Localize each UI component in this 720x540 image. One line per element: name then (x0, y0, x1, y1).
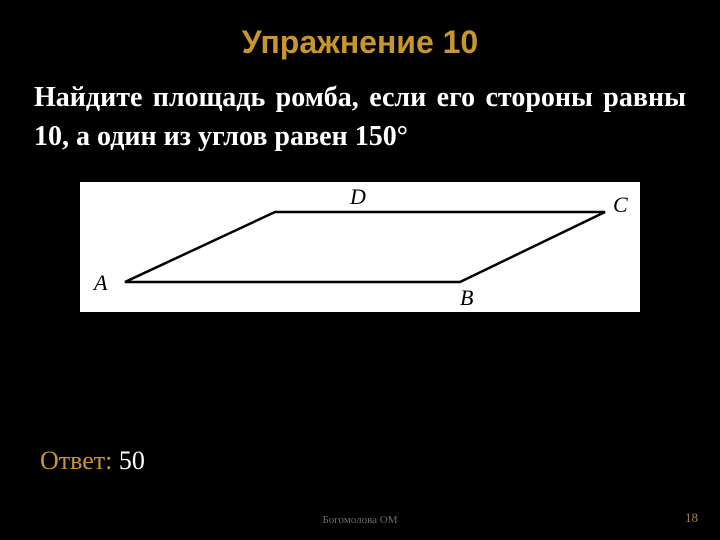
answer-label: Ответ: (40, 446, 112, 475)
svg-text:A: A (92, 270, 108, 295)
figure-container: A B C D (30, 182, 690, 312)
svg-text:C: C (613, 192, 628, 217)
svg-text:B: B (460, 285, 473, 310)
answer: Ответ: 50 (40, 446, 145, 476)
svg-text:D: D (349, 184, 366, 209)
page-number: 18 (685, 510, 698, 526)
slide: Упражнение 10 Найдите площадь ромба, есл… (0, 0, 720, 540)
author-credit: Богомолова ОМ (0, 514, 720, 526)
rhombus-diagram: A B C D (80, 182, 640, 312)
problem-text: Найдите площадь ромба, если его стороны … (30, 79, 690, 156)
slide-title: Упражнение 10 (30, 24, 690, 61)
answer-value: 50 (112, 446, 145, 475)
